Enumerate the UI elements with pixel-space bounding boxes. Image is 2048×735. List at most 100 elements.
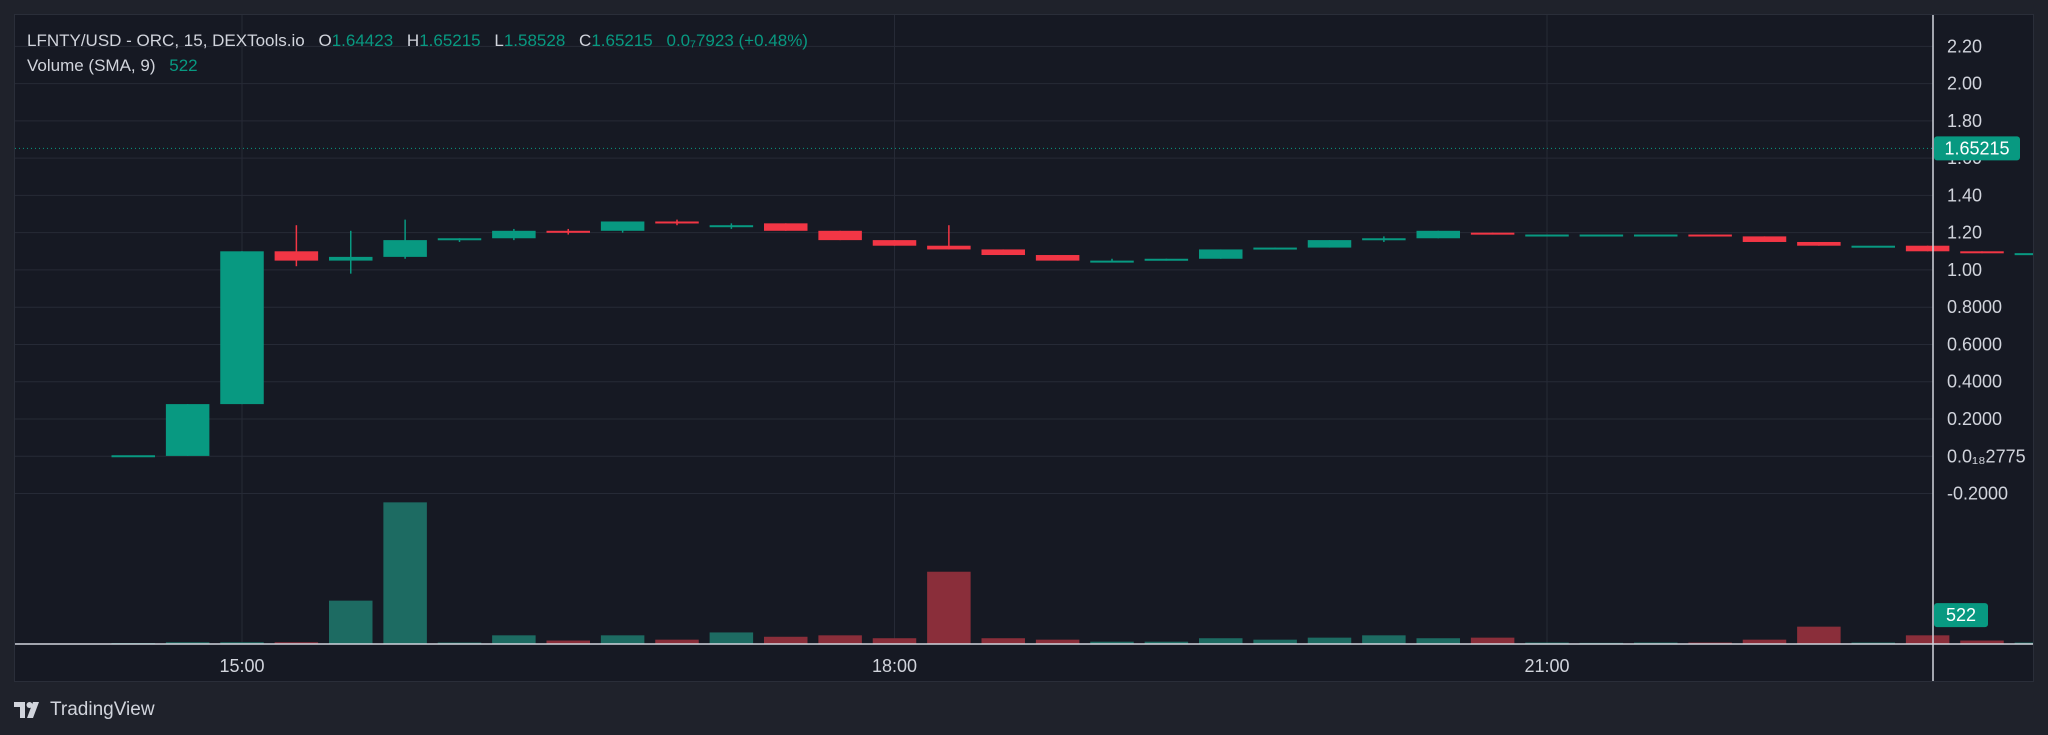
y-tick-label: 1.80 bbox=[1947, 111, 1982, 131]
candle-body bbox=[1797, 241, 1841, 246]
candle-body bbox=[2014, 253, 2048, 256]
change-value: 0.0₇7923 (+0.48%) bbox=[666, 31, 808, 50]
volume-bar bbox=[1470, 637, 1515, 644]
candle-body bbox=[383, 240, 427, 257]
candle-body bbox=[437, 238, 482, 241]
volume-bar bbox=[818, 635, 862, 644]
brand-name[interactable]: TradingView bbox=[50, 699, 155, 720]
volume-bar bbox=[927, 571, 971, 644]
volume-bar bbox=[1090, 641, 1134, 644]
candle-body bbox=[1416, 230, 1460, 239]
volume-bar bbox=[546, 640, 590, 644]
y-tick-label: 0.4000 bbox=[1947, 372, 2002, 392]
y-tick-label: 2.00 bbox=[1947, 74, 1982, 94]
volume-bar bbox=[764, 636, 808, 644]
volume-bar bbox=[274, 642, 319, 644]
volume-bar bbox=[1253, 639, 1297, 644]
candle-body bbox=[492, 230, 536, 239]
y-tick-label: 0.0₁₈2775 bbox=[1947, 446, 2026, 466]
volume-bar bbox=[165, 642, 210, 644]
y-tick-label: 1.00 bbox=[1947, 260, 1982, 280]
candle-body bbox=[1144, 258, 1189, 261]
volume-value: 522 bbox=[169, 56, 198, 75]
x-tick-label: 15:00 bbox=[219, 656, 264, 676]
low-label: L bbox=[494, 31, 504, 50]
volume-bar bbox=[1362, 635, 1406, 644]
candle-body bbox=[1525, 234, 1569, 237]
candle-body bbox=[981, 249, 1025, 256]
candle-body bbox=[165, 404, 210, 456]
volume-bar bbox=[1199, 638, 1243, 644]
candle-body bbox=[1362, 238, 1406, 241]
candle-body bbox=[927, 245, 971, 250]
volume-label[interactable]: Volume (SMA, 9) bbox=[27, 56, 156, 75]
low-value: 1.58528 bbox=[503, 31, 566, 50]
candle-body bbox=[1905, 245, 1950, 252]
volume-tag bbox=[1934, 603, 1988, 628]
volume-bar bbox=[1960, 640, 2004, 644]
tradingview-logo-icon[interactable] bbox=[14, 701, 44, 719]
candle-body bbox=[220, 251, 264, 405]
candle-body bbox=[1470, 232, 1515, 235]
y-tick-label: 1.40 bbox=[1947, 185, 1982, 205]
candle-body bbox=[655, 221, 699, 224]
candlestick-chart[interactable]: 2.202.001.801.601.401.201.000.80000.6000… bbox=[15, 15, 2048, 681]
candle-body bbox=[709, 225, 754, 228]
y-tick-label: 0.6000 bbox=[1947, 334, 2002, 354]
candle-body bbox=[329, 256, 373, 261]
volume-bar bbox=[383, 502, 427, 644]
volume-tag-text: 522 bbox=[1946, 605, 1976, 625]
volume-legend: Volume (SMA, 9) 522 bbox=[27, 56, 198, 76]
candle-body bbox=[1090, 260, 1134, 263]
volume-bar bbox=[709, 632, 754, 644]
y-tick-label: -0.2000 bbox=[1947, 484, 2008, 504]
candle-body bbox=[600, 221, 645, 231]
volume-bar bbox=[872, 638, 917, 644]
candle-body bbox=[1579, 234, 1624, 237]
close-label: C bbox=[579, 31, 592, 50]
high-label: H bbox=[406, 31, 420, 50]
y-tick-label: 1.20 bbox=[1947, 223, 1982, 243]
volume-bar bbox=[492, 635, 536, 644]
x-tick-label: 18:00 bbox=[872, 656, 917, 676]
y-tick-label: 0.2000 bbox=[1947, 409, 2002, 429]
candle-body bbox=[1199, 249, 1243, 259]
ohlc-legend: LFNTY/USD - ORC, 15, DEXTools.io O1.6442… bbox=[27, 31, 808, 51]
candle-body bbox=[546, 230, 590, 233]
volume-bar bbox=[1307, 637, 1352, 644]
high-value: 1.65215 bbox=[419, 31, 481, 50]
candle-body bbox=[1634, 234, 1678, 237]
volume-bar bbox=[1742, 639, 1787, 644]
open-value: 1.64423 bbox=[331, 31, 394, 50]
volume-bar bbox=[1797, 626, 1841, 644]
volume-bar bbox=[329, 600, 373, 644]
candle-body bbox=[764, 223, 808, 231]
open-label: O bbox=[318, 31, 332, 50]
volume-bar bbox=[1035, 639, 1080, 644]
footer: TradingView bbox=[14, 696, 155, 724]
candle-body bbox=[1742, 236, 1787, 242]
candle-body bbox=[818, 230, 862, 241]
volume-bar bbox=[1144, 641, 1189, 644]
candle-body bbox=[1253, 247, 1297, 250]
candle-body bbox=[1851, 245, 1895, 248]
candle-body bbox=[1307, 240, 1352, 248]
volume-bar bbox=[220, 642, 264, 644]
symbol-label[interactable]: LFNTY/USD - ORC, 15, DEXTools.io bbox=[27, 31, 305, 50]
candle-body bbox=[872, 240, 917, 246]
close-value: 1.65215 bbox=[591, 31, 653, 50]
chart-frame: 2.202.001.801.601.401.201.000.80000.6000… bbox=[14, 14, 2048, 682]
candle-body bbox=[1688, 234, 1732, 237]
x-tick-label: 21:00 bbox=[1524, 656, 1569, 676]
last-price-tag bbox=[1934, 136, 2020, 161]
candle-body bbox=[1035, 255, 1080, 261]
volume-bar bbox=[655, 639, 699, 644]
volume-bar bbox=[600, 635, 645, 644]
volume-bar bbox=[1416, 638, 1460, 644]
volume-bar bbox=[981, 638, 1025, 644]
last-price-tag-text: 1.65215 bbox=[1944, 138, 2009, 158]
candle-body bbox=[1960, 251, 2004, 254]
y-tick-label: 0.8000 bbox=[1947, 297, 2002, 317]
candle-body bbox=[274, 251, 319, 261]
volume-bar bbox=[1905, 635, 1950, 644]
